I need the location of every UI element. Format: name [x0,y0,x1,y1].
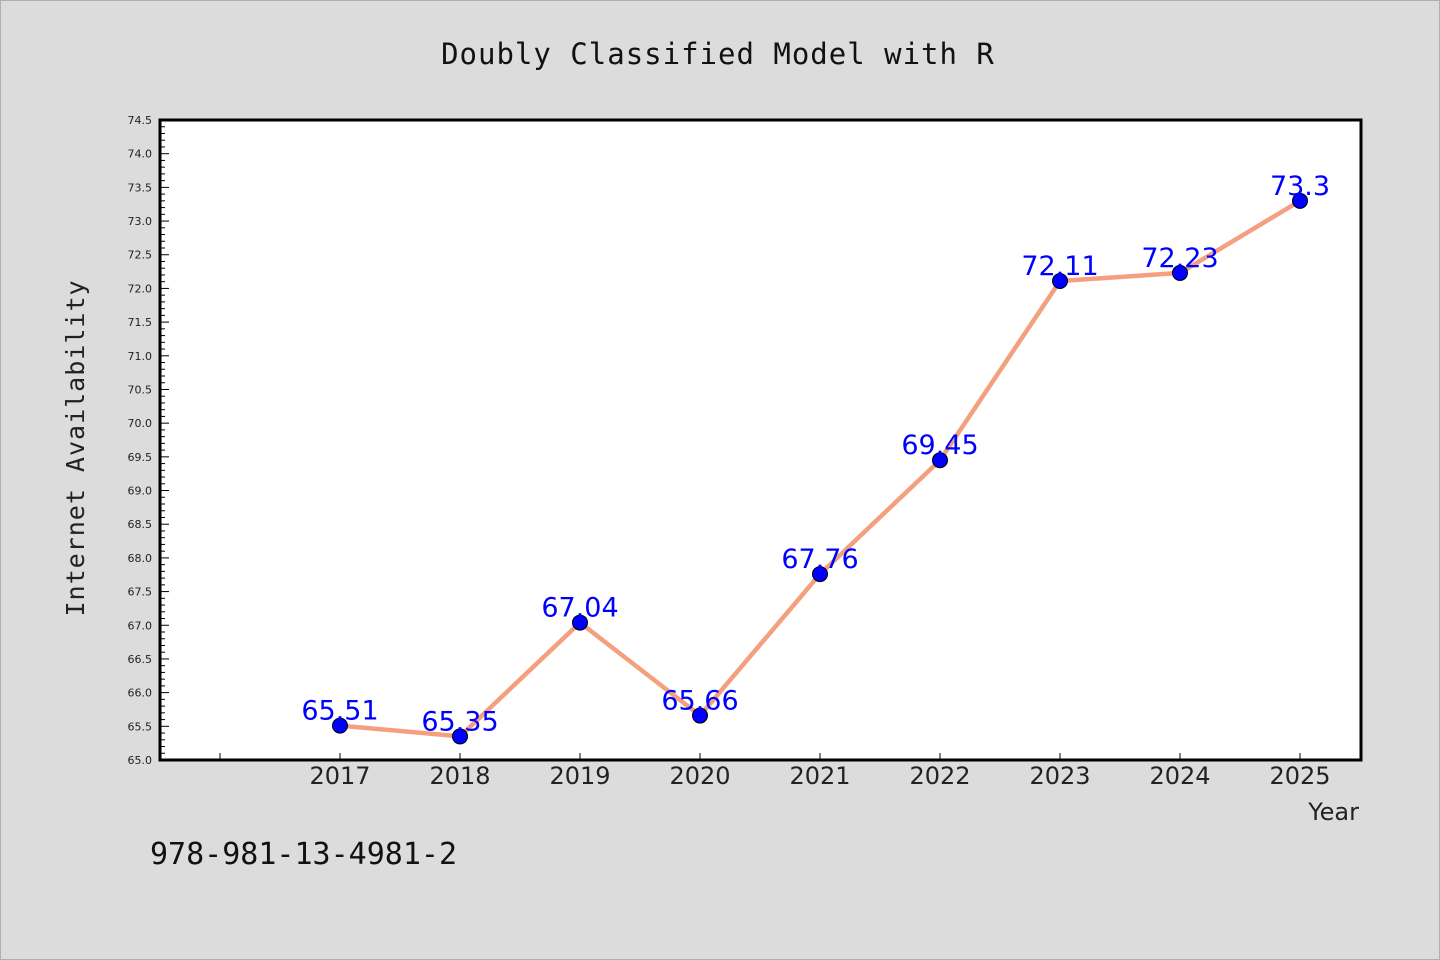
y-tick-label: 73.5 [128,181,153,194]
x-axis-ticks: 2017 2018 2019 2020 2021 2022 2023 2024 2025 [219,753,1331,790]
data-point [572,614,588,631]
x-tick-label: 2021 [789,762,850,790]
y-tick-label: 69.0 [128,485,153,498]
x-tick-label: 2018 [429,762,490,790]
data-point [1172,264,1188,281]
y-tick-label: 72.0 [128,282,153,295]
data-point [692,707,708,724]
y-axis-ticks: 65.0 65.5 66.0 66.5 67.0 67.5 68.0 68.5 69.0 69.5… [128,114,169,767]
series-group: 65.51 65.35 67.04 65.66 67.76 69.45 72.11 72.23… [301,171,1330,745]
data-label: 72.11 [1021,251,1098,282]
data-point [1052,273,1068,290]
y-tick-label: 70.5 [128,383,153,396]
data-point [332,717,348,734]
x-tick-label: 2022 [909,762,970,790]
x-tick-label: 2020 [669,762,730,790]
y-tick-label: 67.5 [128,586,153,599]
data-label: 69.45 [901,430,978,461]
data-label: 65.35 [421,706,498,737]
y-tick-label: 71.0 [128,350,153,363]
y-tick-label: 74.0 [128,148,153,161]
y-tick-label: 67.0 [128,619,153,632]
y-tick-label: 70.0 [128,417,153,430]
y-tick-label: 66.5 [128,653,153,666]
data-point [452,728,468,745]
x-tick-label: 2017 [309,762,370,790]
y-tick-label: 73.0 [128,215,153,228]
x-tick-label: 2019 [549,762,610,790]
y-tick-label: 74.5 [128,114,153,127]
x-axis-label: Year [1307,798,1359,826]
y-tick-label: 68.5 [128,518,153,531]
data-point [932,452,948,469]
isbn-footer: 978-981-13-4981-2 [150,837,457,872]
y-tick-label: 68.0 [128,552,153,565]
x-tick-label: 2024 [1149,762,1210,790]
plot-area [158,118,1363,762]
chart-title: Doubly Classified Model with R [441,37,995,71]
data-point [812,566,828,583]
x-tick-label: 2023 [1029,762,1090,790]
y-axis-label: Internet Availability [61,279,90,616]
y-tick-label: 65.0 [128,754,153,767]
x-tick-label: 2025 [1269,762,1330,790]
data-label: 67.76 [781,544,858,575]
data-label: 65.51 [301,696,378,727]
y-tick-label: 66.0 [128,687,153,700]
data-label: 73.3 [1270,171,1330,202]
data-label: 67.04 [541,593,618,624]
y-tick-label: 69.5 [128,451,153,464]
data-label: 65.66 [661,686,738,717]
data-point [1292,192,1308,209]
y-tick-label: 71.5 [128,316,153,329]
y-tick-label: 72.5 [128,249,153,262]
y-tick-label: 65.5 [128,720,153,733]
data-label: 72.23 [1141,243,1218,274]
